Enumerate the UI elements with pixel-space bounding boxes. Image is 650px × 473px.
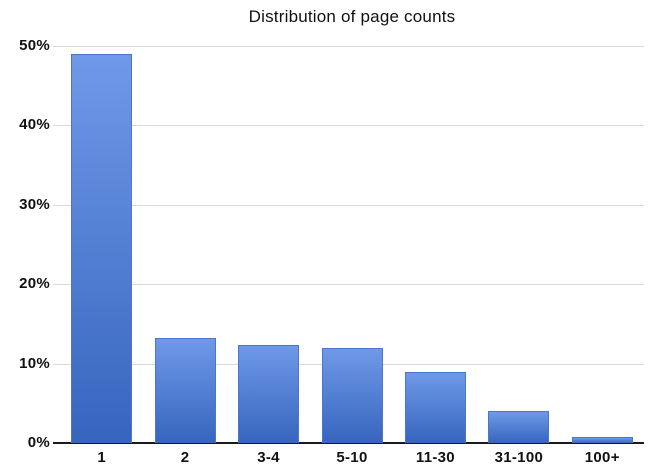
x-tick-label: 100+	[584, 449, 620, 466]
x-axis-line	[53, 442, 644, 444]
gridline	[53, 125, 644, 127]
y-tick-label: 10%	[19, 354, 50, 372]
x-tick-label: 2	[180, 449, 190, 466]
y-tick-label: 40%	[19, 116, 50, 134]
x-tick-label: 11-30	[415, 449, 455, 466]
x-tick-label: 3-4	[257, 449, 280, 466]
y-tick-label: 30%	[19, 195, 50, 213]
bar-31-100	[488, 411, 550, 443]
y-tick-label: 50%	[19, 37, 50, 54]
x-tick-label: 31-100	[494, 449, 544, 466]
chart-title: Distribution of page counts	[248, 7, 456, 26]
bar-2	[154, 338, 216, 443]
bar-1	[71, 53, 133, 443]
y-tick-label: 0%	[27, 434, 50, 451]
x-tick-label: 5-10	[336, 449, 368, 466]
gridline	[53, 46, 644, 47]
bar-3-4	[238, 344, 300, 443]
gridline	[53, 284, 644, 286]
gridline	[53, 204, 644, 206]
bar-100+	[571, 436, 633, 443]
x-tick-label: 1	[97, 449, 107, 466]
y-tick-label: 20%	[19, 275, 50, 293]
plot-area	[53, 46, 644, 444]
bar-11-30	[404, 371, 466, 443]
bar-5-10	[321, 347, 383, 443]
